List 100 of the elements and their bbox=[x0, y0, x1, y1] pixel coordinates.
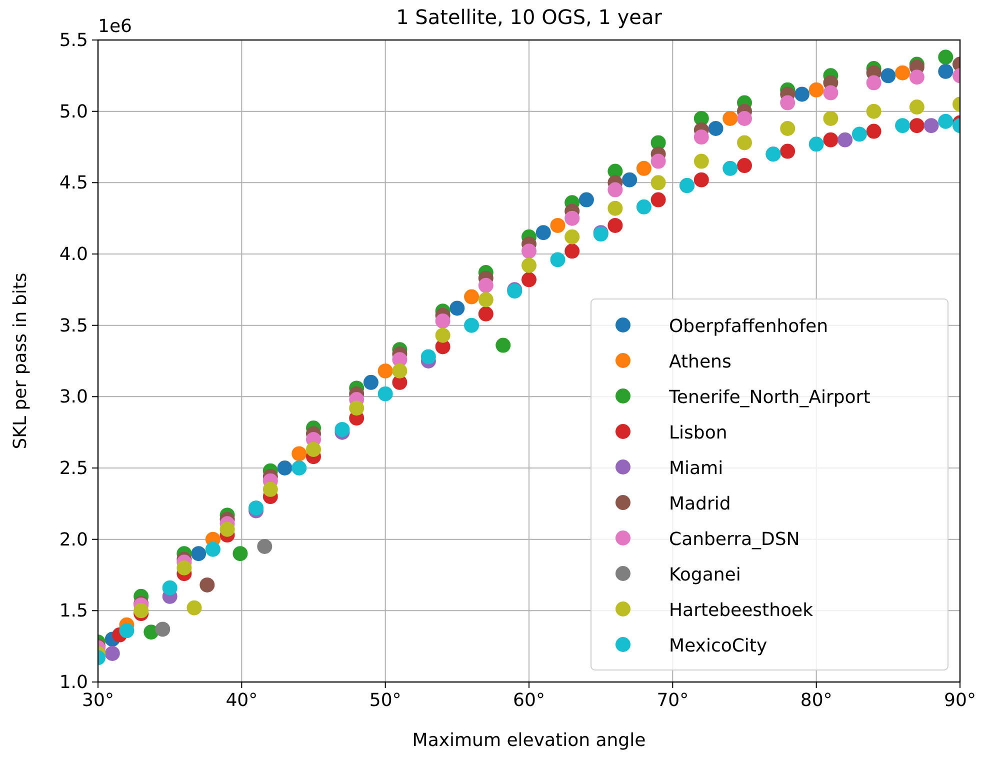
point bbox=[780, 144, 796, 159]
point bbox=[880, 68, 896, 84]
legend-label: Hartebeesthoek bbox=[669, 600, 814, 621]
legend-label: MexicoCity bbox=[669, 636, 768, 656]
point bbox=[205, 542, 220, 557]
point bbox=[522, 272, 536, 288]
point bbox=[155, 622, 170, 637]
legend-label: Tenerife_North_Airport bbox=[668, 387, 870, 408]
point bbox=[808, 136, 824, 152]
point bbox=[737, 158, 752, 174]
x-tick-label: 40° bbox=[226, 690, 258, 711]
point bbox=[622, 172, 638, 188]
point bbox=[536, 225, 551, 240]
point bbox=[564, 210, 580, 226]
legend-label: Miami bbox=[669, 458, 724, 479]
point bbox=[938, 114, 954, 129]
point bbox=[334, 422, 350, 437]
point bbox=[464, 289, 480, 304]
point bbox=[694, 172, 709, 188]
point bbox=[464, 318, 480, 333]
point bbox=[909, 118, 924, 134]
y-tick-label: 1.0 bbox=[59, 672, 88, 693]
point bbox=[636, 160, 652, 176]
point bbox=[522, 244, 536, 259]
point bbox=[909, 70, 924, 85]
y-tick-label: 5.0 bbox=[59, 101, 88, 122]
point bbox=[780, 120, 796, 136]
y-tick-label: 2.5 bbox=[59, 458, 88, 479]
point bbox=[248, 500, 264, 516]
x-tick-label: 60° bbox=[513, 690, 545, 711]
point bbox=[119, 623, 134, 638]
point bbox=[694, 130, 709, 145]
point bbox=[220, 522, 235, 537]
y-tick-label: 3.5 bbox=[59, 315, 88, 336]
point bbox=[938, 64, 954, 79]
point bbox=[349, 400, 364, 416]
point bbox=[186, 600, 202, 616]
y-tick-label: 2.0 bbox=[59, 529, 88, 550]
legend-label: Madrid bbox=[669, 494, 731, 514]
point bbox=[694, 154, 709, 169]
point bbox=[924, 118, 939, 134]
point bbox=[650, 175, 666, 190]
point bbox=[176, 560, 192, 576]
point bbox=[608, 218, 623, 233]
chart-title: 1 Satellite, 10 OGS, 1 year bbox=[396, 5, 663, 29]
y-tick-label: 1.5 bbox=[59, 600, 88, 622]
point bbox=[277, 460, 292, 476]
point bbox=[392, 363, 408, 378]
point bbox=[435, 314, 450, 329]
point bbox=[292, 460, 307, 476]
point bbox=[737, 135, 752, 150]
point bbox=[708, 120, 724, 136]
point bbox=[478, 292, 494, 308]
x-tick-label: 70° bbox=[656, 690, 689, 711]
point bbox=[895, 65, 910, 80]
point bbox=[895, 118, 910, 134]
point bbox=[866, 75, 882, 90]
point bbox=[363, 374, 378, 390]
text: 1e6 bbox=[98, 16, 132, 37]
point bbox=[838, 132, 853, 148]
x-tick-label: 80° bbox=[800, 690, 832, 711]
point bbox=[435, 328, 450, 343]
point bbox=[823, 132, 838, 148]
point bbox=[522, 258, 536, 273]
point bbox=[306, 442, 321, 457]
point bbox=[866, 104, 882, 119]
point bbox=[938, 50, 954, 65]
point bbox=[636, 199, 652, 214]
point bbox=[191, 546, 206, 562]
point bbox=[852, 126, 867, 142]
point bbox=[578, 192, 594, 208]
y-tick-label: 3.0 bbox=[59, 386, 88, 408]
y-axis-title: SKL per pass in bits bbox=[10, 272, 31, 450]
point bbox=[134, 603, 149, 618]
point bbox=[478, 306, 494, 322]
y-tick-label: 4.5 bbox=[59, 172, 88, 194]
legend-label: Canberra_DSN bbox=[669, 529, 800, 550]
point bbox=[722, 110, 738, 126]
point bbox=[608, 200, 623, 216]
point bbox=[550, 252, 566, 268]
point bbox=[909, 100, 924, 115]
point bbox=[104, 646, 120, 661]
point bbox=[808, 82, 824, 98]
point bbox=[823, 110, 838, 126]
legend-label: Athens bbox=[669, 352, 732, 372]
point bbox=[650, 154, 666, 169]
point bbox=[262, 482, 278, 497]
point bbox=[378, 386, 393, 402]
x-tick-label: 50° bbox=[369, 690, 402, 711]
point bbox=[722, 160, 738, 176]
point bbox=[650, 192, 666, 208]
point bbox=[866, 124, 882, 139]
point bbox=[780, 95, 796, 110]
x-tick-label: 90° bbox=[944, 690, 976, 711]
point bbox=[200, 577, 215, 592]
y-tick-label: 4.0 bbox=[59, 244, 88, 265]
x-tick-label: 30° bbox=[82, 690, 114, 711]
point bbox=[420, 349, 436, 364]
point bbox=[550, 218, 566, 233]
point bbox=[257, 538, 272, 554]
